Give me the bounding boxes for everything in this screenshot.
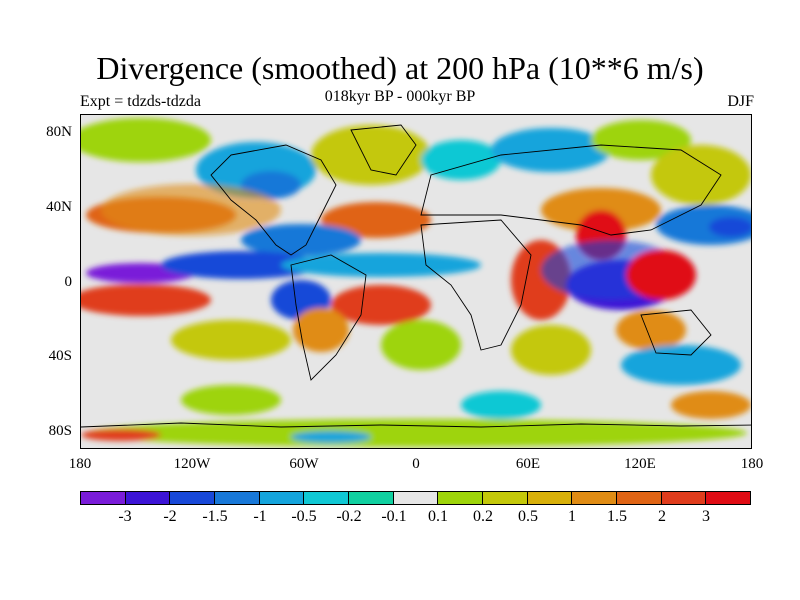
lat-label-40s: 40S [48, 348, 72, 364]
field-epac-blue [161, 251, 321, 279]
plot-subtitle: 018kyr BP - 000kyr BP [324, 88, 476, 105]
colorbar-label: -1.5 [202, 508, 228, 525]
lon-label-120e: 120E [624, 456, 656, 472]
season-label: DJF [727, 93, 754, 110]
lon-label-120w: 120W [173, 456, 211, 472]
field-wpac-red [626, 250, 696, 300]
coast-antarctica [81, 422, 751, 428]
colorbar-label: -0.2 [336, 508, 362, 525]
field-n-pacific-yellow [651, 145, 751, 205]
coast-north-america [210, 144, 337, 256]
colorbar-label: 0.5 [518, 508, 538, 525]
field-n-greenland-yellow [311, 125, 431, 185]
field-antarctic-blue [291, 431, 371, 443]
coast-greenland [350, 124, 417, 176]
field-satl-red [331, 285, 431, 325]
lat-label-80s: 80S [48, 423, 72, 439]
field-n-siberia-yellow [591, 120, 691, 160]
colorbar-swatch [170, 492, 216, 504]
field-aus-blue [621, 345, 741, 385]
field-n-arctic-deep-blue [241, 171, 301, 199]
colorbar-swatch [572, 492, 618, 504]
coast-eurasia [420, 144, 722, 236]
colorbar-label: 1 [568, 508, 576, 525]
colorbar-swatch [438, 492, 484, 504]
coast-south-america [290, 254, 367, 381]
lat-label-80n: 80N [46, 124, 72, 140]
field-atl-blue-band [241, 224, 361, 256]
lon-label-0: 0 [412, 456, 420, 472]
colorbar [80, 491, 751, 505]
field-sind-yellow [511, 325, 591, 375]
colorbar-label: 0.1 [428, 508, 448, 525]
colorbar-swatch [215, 492, 260, 504]
colorbar-swatch [706, 492, 751, 504]
colorbar-label: -0.5 [291, 508, 317, 525]
colorbar-label: -0.1 [381, 508, 407, 525]
contour-fields [81, 118, 751, 447]
plot-title: Divergence (smoothed) at 200 hPa (10**6 … [96, 50, 704, 86]
colorbar-label: 3 [702, 508, 710, 525]
lat-label-40n: 40N [46, 199, 72, 215]
coast-africa [420, 219, 532, 351]
field-maritime-orange [616, 310, 686, 350]
lat-label-0: 0 [64, 274, 73, 290]
field-spac-yellow [171, 320, 291, 360]
field-tropical-cyan [281, 253, 481, 277]
field-atl-red-band [321, 202, 431, 238]
divergence-map [80, 114, 752, 449]
colorbar-label: -3 [118, 508, 132, 525]
colorbar-swatch [259, 492, 305, 504]
field-so-yellow [181, 385, 281, 415]
lon-label-60e: 60E [515, 456, 541, 472]
field-so-cyan [461, 391, 541, 419]
lon-label-60w: 60W [289, 456, 319, 472]
colorbar-label: 2 [658, 508, 666, 525]
map-canvas [81, 115, 751, 448]
colorbar-swatch [125, 492, 171, 504]
coast-australia [640, 309, 712, 356]
field-antarctic-red [81, 429, 161, 441]
colorbar-swatch [81, 492, 126, 504]
colorbar-swatch [661, 492, 707, 504]
field-n-europe-cyan [421, 140, 501, 180]
colorbar-label: 0.2 [473, 508, 493, 525]
field-epac-red [81, 284, 211, 316]
field-wpac-deep-blue [709, 217, 751, 237]
colorbar-swatch [393, 492, 439, 504]
colorbar-label: 1.5 [607, 508, 627, 525]
colorbar-label: -2 [163, 508, 177, 525]
field-na-orange-band [101, 184, 281, 236]
field-so-orange [671, 391, 751, 419]
field-n-arctic-yellow [81, 118, 211, 162]
field-satl-yellow [381, 320, 461, 370]
colorbar-swatch [483, 492, 528, 504]
experiment-label: Expt = tdzds-tdzda [80, 93, 201, 110]
coastlines [81, 124, 751, 428]
lon-label-180e: 180 [740, 456, 764, 472]
field-sam-south-orange [293, 308, 349, 352]
colorbar-swatch [617, 492, 662, 504]
colorbar-swatch [304, 492, 350, 504]
colorbar-swatch [349, 492, 394, 504]
colorbar-label: -1 [253, 508, 267, 525]
colorbar-swatch [527, 492, 573, 504]
lon-label-180w: 180 [68, 456, 92, 472]
